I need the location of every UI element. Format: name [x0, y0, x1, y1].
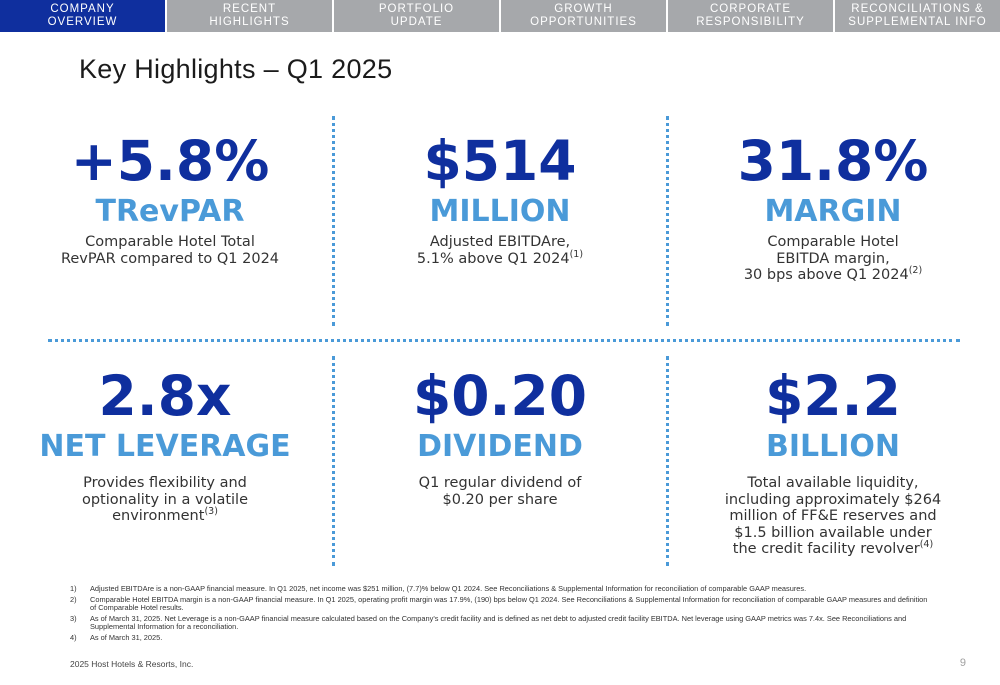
- description-line-with-ref: environment(3): [82, 506, 248, 525]
- footnote-ref: (3): [204, 506, 218, 518]
- tab-growth-opportunities[interactable]: GROWTH OPPORTUNITIES: [501, 0, 666, 32]
- metric-description: Adjusted EBITDAre, 5.1% above Q1 2024(1): [417, 234, 583, 267]
- metric-description: Comparable Hotel EBITDA margin, 30 bps a…: [744, 234, 922, 284]
- tab-label-line2: SUPPLEMENTAL INFO: [848, 16, 987, 28]
- description-line: Adjusted EBITDAre,: [429, 234, 571, 250]
- footnote-text: As of March 31, 2025.: [90, 632, 163, 642]
- divider-vertical-bottom-right: [666, 356, 669, 566]
- footnotes: 1) Adjusted EBITDAre is a non-GAAP finan…: [70, 584, 930, 645]
- description-line: Q1 regular dividend of: [418, 475, 582, 491]
- description-line: 5.1% above Q1 2024: [416, 250, 570, 267]
- metric-description: Provides flexibility and optionality in …: [82, 475, 248, 525]
- tab-label-line2: OPPORTUNITIES: [530, 16, 637, 28]
- description-line: Total available liquidity,: [747, 475, 919, 491]
- tab-label-line2: OVERVIEW: [47, 16, 118, 28]
- metric-value: 31.8%: [737, 129, 929, 193]
- metric-value: +5.8%: [70, 129, 270, 193]
- metric-description: Total available liquidity, including app…: [725, 475, 941, 558]
- tab-label-line2: UPDATE: [390, 16, 443, 28]
- metric-value: 2.8x: [98, 364, 232, 428]
- description-line: $0.20 per share: [442, 491, 558, 508]
- description-line: Comparable Hotel Total: [85, 234, 255, 250]
- footnote: 3) As of March 31, 2025. Net Leverage is…: [70, 613, 930, 632]
- metric-liquidity: $2.2 BILLION Total available liquidity, …: [683, 365, 983, 558]
- page-number: 9: [959, 657, 966, 669]
- metric-label: TRevPAR: [95, 194, 245, 229]
- description-line: the credit facility revolver: [732, 541, 920, 557]
- tab-reconciliations-supplemental-info[interactable]: RECONCILIATIONS & SUPPLEMENTAL INFO: [835, 0, 1000, 32]
- description-line: including approximately $264: [724, 491, 942, 508]
- description-line: 30 bps above Q1 2024: [743, 267, 909, 283]
- tab-label-line1: RECENT: [222, 3, 277, 15]
- divider-vertical-bottom-left: [332, 356, 335, 566]
- tab-company-overview[interactable]: COMPANY OVERVIEW: [0, 0, 165, 32]
- tab-label-line2: RESPONSIBILITY: [696, 16, 805, 28]
- tab-corporate-responsibility[interactable]: CORPORATE RESPONSIBILITY: [668, 0, 833, 32]
- metric-description: Q1 regular dividend of $0.20 per share: [419, 475, 582, 508]
- tab-label-line1: COMPANY: [50, 3, 115, 15]
- tab-portfolio-update[interactable]: PORTFOLIO UPDATE: [334, 0, 499, 32]
- tab-label-line1: PORTFOLIO: [378, 3, 455, 15]
- metric-ebitda-margin: 31.8% MARGIN Comparable Hotel EBITDA mar…: [683, 130, 983, 284]
- footnote: 4) As of March 31, 2025.: [70, 632, 930, 643]
- metric-label: BILLION: [765, 429, 901, 464]
- metric-trevpar: +5.8% TRevPAR Comparable Hotel Total Rev…: [20, 130, 320, 267]
- footnote-number: 1): [70, 584, 77, 593]
- footnote-ref: (1): [569, 248, 584, 260]
- tab-label-line2: HIGHLIGHTS: [209, 16, 290, 28]
- metric-value: $514: [423, 129, 577, 193]
- description-line: optionality in a volatile: [81, 491, 249, 508]
- description-line: Provides flexibility and: [83, 475, 247, 491]
- description-line-with-ref: 30 bps above Q1 2024(2): [743, 265, 923, 284]
- footnote-ref: (2): [908, 265, 923, 277]
- metric-label: MILLION: [429, 194, 571, 229]
- footnote: 2) Comparable Hotel EBITDA margin is a n…: [70, 594, 930, 613]
- footnote-text: As of March 31, 2025. Net Leverage is a …: [90, 613, 907, 632]
- metric-label: NET LEVERAGE: [39, 429, 291, 464]
- copyright-notice: 2025 Host Hotels & Resorts, Inc.: [70, 659, 194, 669]
- footnote-text: Comparable Hotel EBITDA margin is a non-…: [90, 594, 928, 613]
- tab-recent-highlights[interactable]: RECENT HIGHLIGHTS: [167, 0, 332, 32]
- divider-vertical-top-right: [666, 116, 669, 326]
- footnote-number: 2): [70, 594, 77, 604]
- footnote-ref: (4): [919, 539, 934, 551]
- description-line: RevPAR compared to Q1 2024: [60, 250, 280, 267]
- description-line-with-ref: 5.1% above Q1 2024(1): [416, 248, 584, 268]
- page-title: Key Highlights – Q1 2025: [79, 54, 393, 84]
- tab-label-line1: RECONCILIATIONS &: [851, 3, 984, 15]
- footnote-number: 3): [70, 613, 77, 623]
- description-line: EBITDA margin,: [776, 250, 890, 267]
- footnote-number: 4): [70, 632, 77, 642]
- metric-adjusted-ebitdare: $514 MILLION Adjusted EBITDAre, 5.1% abo…: [350, 130, 650, 267]
- metric-label: DIVIDEND: [417, 429, 583, 464]
- description-line: Comparable Hotel: [767, 234, 899, 250]
- section-nav: COMPANY OVERVIEW RECENT HIGHLIGHTS PORTF…: [0, 0, 1000, 32]
- metric-value: $2.2: [765, 364, 901, 428]
- divider-vertical-top-left: [332, 116, 335, 326]
- divider-horizontal: [48, 339, 960, 342]
- metric-net-leverage: 2.8x NET LEVERAGE Provides flexibility a…: [15, 365, 315, 525]
- description-line: $1.5 billion available under: [734, 524, 932, 541]
- tab-label-line1: CORPORATE: [710, 3, 791, 15]
- footnote: 1) Adjusted EBITDAre is a non-GAAP finan…: [70, 584, 930, 594]
- metric-description: Comparable Hotel Total RevPAR compared t…: [61, 234, 279, 267]
- description-line: million of FF&E reserves and: [729, 508, 937, 524]
- description-line: environment: [112, 508, 205, 524]
- metric-label: MARGIN: [764, 194, 902, 229]
- description-line-with-ref: the credit facility revolver(4): [725, 539, 941, 558]
- tab-label-line1: GROWTH: [554, 3, 613, 15]
- metric-value: $0.20: [413, 364, 587, 428]
- metric-dividend: $0.20 DIVIDEND Q1 regular dividend of $0…: [350, 365, 650, 508]
- footnote-text: Adjusted EBITDAre is a non-GAAP financia…: [90, 584, 807, 593]
